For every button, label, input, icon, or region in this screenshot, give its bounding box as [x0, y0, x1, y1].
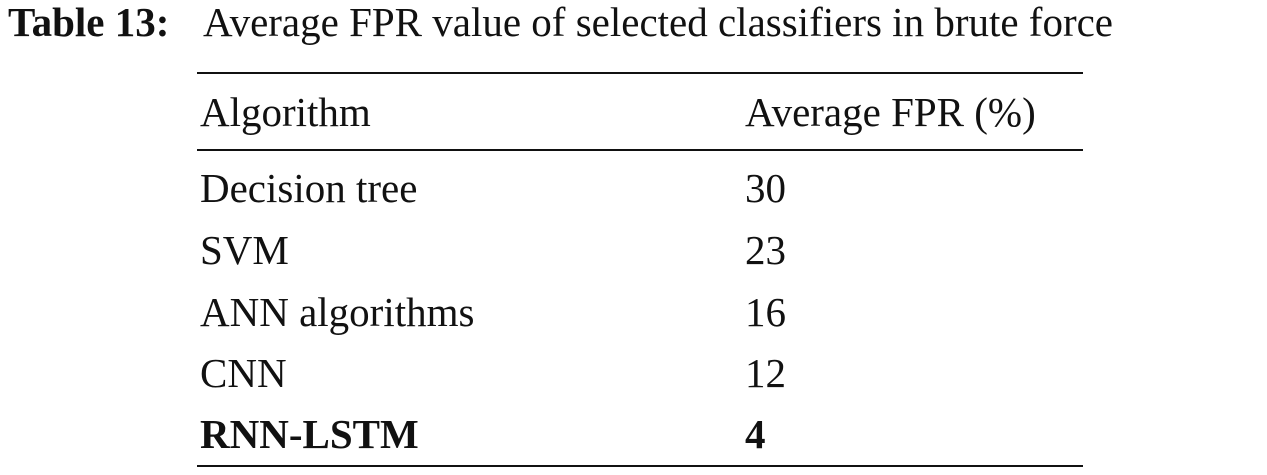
cell: 30: [745, 165, 786, 211]
cell: 23: [745, 227, 786, 273]
bottom-rule: [197, 465, 1083, 467]
header-cell: Algorithm: [200, 89, 371, 135]
cell: 12: [745, 350, 786, 396]
cell: Decision tree: [200, 165, 418, 211]
cell: RNN-LSTM: [200, 411, 419, 457]
cell: 16: [745, 289, 786, 335]
caption-label: Table 13:: [8, 0, 170, 45]
caption-text: Average FPR value of selected classifier…: [203, 0, 1114, 45]
top-rule: [197, 72, 1083, 74]
header-cell: Average FPR (%): [745, 89, 1036, 135]
cell: ANN algorithms: [200, 289, 475, 335]
cell: 4: [745, 411, 766, 457]
cell: SVM: [200, 227, 289, 273]
mid-rule: [197, 149, 1083, 151]
cell: CNN: [200, 350, 287, 396]
